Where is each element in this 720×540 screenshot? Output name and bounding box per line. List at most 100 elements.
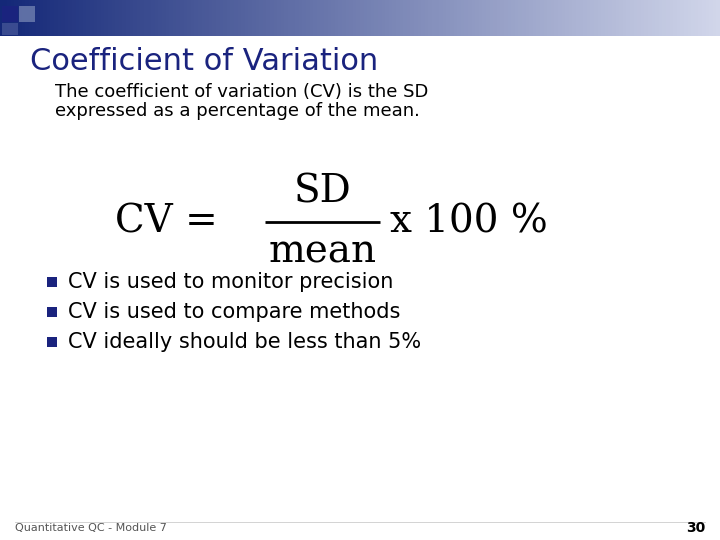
Bar xyxy=(187,0,192,36)
Bar xyxy=(421,0,426,36)
Bar xyxy=(468,0,472,36)
Bar xyxy=(695,0,699,36)
Bar xyxy=(662,0,667,36)
Bar xyxy=(554,0,559,36)
Bar xyxy=(126,0,130,36)
Bar xyxy=(140,0,145,36)
Bar xyxy=(158,0,163,36)
Bar xyxy=(634,0,638,36)
Bar xyxy=(58,0,62,36)
Bar xyxy=(36,0,40,36)
Bar xyxy=(587,0,591,36)
Text: 30: 30 xyxy=(685,521,705,535)
Bar xyxy=(659,0,663,36)
Bar xyxy=(367,0,372,36)
Bar xyxy=(144,0,148,36)
Bar xyxy=(644,0,649,36)
Bar xyxy=(472,0,476,36)
Bar xyxy=(47,337,57,347)
Bar xyxy=(454,0,458,36)
Bar xyxy=(439,0,444,36)
Bar xyxy=(263,0,267,36)
Text: x 100 %: x 100 % xyxy=(390,204,548,240)
Bar xyxy=(482,0,487,36)
Bar xyxy=(360,0,364,36)
Bar xyxy=(43,0,48,36)
Bar xyxy=(61,0,66,36)
Bar xyxy=(166,0,170,36)
Bar xyxy=(353,0,357,36)
Bar xyxy=(29,0,33,36)
Bar xyxy=(580,0,584,36)
Bar xyxy=(313,0,318,36)
Bar xyxy=(259,0,264,36)
Bar xyxy=(223,0,228,36)
Bar xyxy=(493,0,498,36)
Bar xyxy=(256,0,260,36)
Bar xyxy=(500,0,505,36)
Bar xyxy=(216,0,220,36)
Bar xyxy=(670,0,674,36)
Text: expressed as a percentage of the mean.: expressed as a percentage of the mean. xyxy=(55,102,420,120)
Bar xyxy=(220,0,224,36)
Bar xyxy=(83,0,87,36)
Bar xyxy=(18,0,22,36)
Text: Quantitative QC - Module 7: Quantitative QC - Module 7 xyxy=(15,523,167,533)
Bar xyxy=(108,0,112,36)
Text: SD: SD xyxy=(294,173,351,211)
Bar xyxy=(479,0,483,36)
Bar xyxy=(176,0,181,36)
Bar xyxy=(364,0,368,36)
Bar xyxy=(7,0,12,36)
Bar xyxy=(518,0,523,36)
Bar xyxy=(270,0,274,36)
Bar xyxy=(655,0,660,36)
Bar xyxy=(475,0,480,36)
Bar xyxy=(389,0,393,36)
Bar xyxy=(310,0,314,36)
Bar xyxy=(0,0,4,36)
Bar xyxy=(504,0,508,36)
Bar xyxy=(54,0,58,36)
Bar xyxy=(706,0,710,36)
Bar xyxy=(562,0,566,36)
Bar xyxy=(425,0,429,36)
Bar xyxy=(11,0,15,36)
Bar xyxy=(346,0,350,36)
Bar xyxy=(428,0,433,36)
Bar xyxy=(400,0,404,36)
Bar xyxy=(212,0,217,36)
Bar xyxy=(90,0,94,36)
Bar xyxy=(558,0,562,36)
Text: CV ideally should be less than 5%: CV ideally should be less than 5% xyxy=(68,332,421,352)
Bar xyxy=(533,0,537,36)
Bar xyxy=(673,0,678,36)
Bar xyxy=(72,0,76,36)
Bar xyxy=(497,0,501,36)
Bar xyxy=(342,0,346,36)
Bar xyxy=(19,6,35,22)
Bar xyxy=(328,0,332,36)
Bar xyxy=(698,0,703,36)
Text: Coefficient of Variation: Coefficient of Variation xyxy=(30,47,378,76)
Bar xyxy=(148,0,152,36)
Bar xyxy=(50,0,55,36)
Bar xyxy=(281,0,285,36)
Bar xyxy=(194,0,199,36)
Bar xyxy=(414,0,418,36)
Bar xyxy=(443,0,447,36)
Bar xyxy=(101,0,105,36)
Bar xyxy=(648,0,652,36)
Bar xyxy=(608,0,613,36)
Text: CV =: CV = xyxy=(115,204,230,240)
Bar xyxy=(515,0,519,36)
Text: CV is used to monitor precision: CV is used to monitor precision xyxy=(68,272,393,292)
Text: The coefficient of variation (CV) is the SD: The coefficient of variation (CV) is the… xyxy=(55,83,428,101)
Bar xyxy=(292,0,296,36)
Bar xyxy=(623,0,627,36)
Bar xyxy=(112,0,116,36)
Text: CV is used to compare methods: CV is used to compare methods xyxy=(68,302,400,322)
Bar xyxy=(716,0,720,36)
Bar xyxy=(457,0,462,36)
Bar xyxy=(79,0,84,36)
